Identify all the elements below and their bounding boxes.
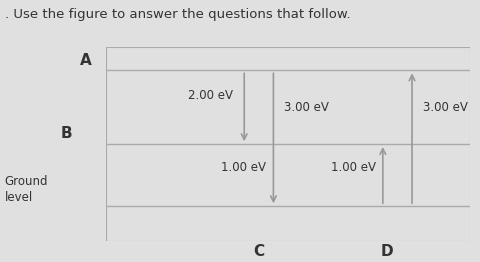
Text: 3.00 eV: 3.00 eV [423, 101, 468, 114]
Text: 1.00 eV: 1.00 eV [221, 161, 266, 174]
Text: 2.00 eV: 2.00 eV [188, 89, 233, 102]
Text: B: B [60, 127, 72, 141]
Text: Ground
level: Ground level [5, 174, 48, 204]
Text: 3.00 eV: 3.00 eV [284, 101, 329, 114]
Text: 1.00 eV: 1.00 eV [331, 161, 375, 174]
Text: A: A [80, 53, 91, 68]
Text: D: D [380, 244, 393, 259]
Text: C: C [253, 244, 264, 259]
Text: . Use the figure to answer the questions that follow.: . Use the figure to answer the questions… [5, 8, 350, 21]
